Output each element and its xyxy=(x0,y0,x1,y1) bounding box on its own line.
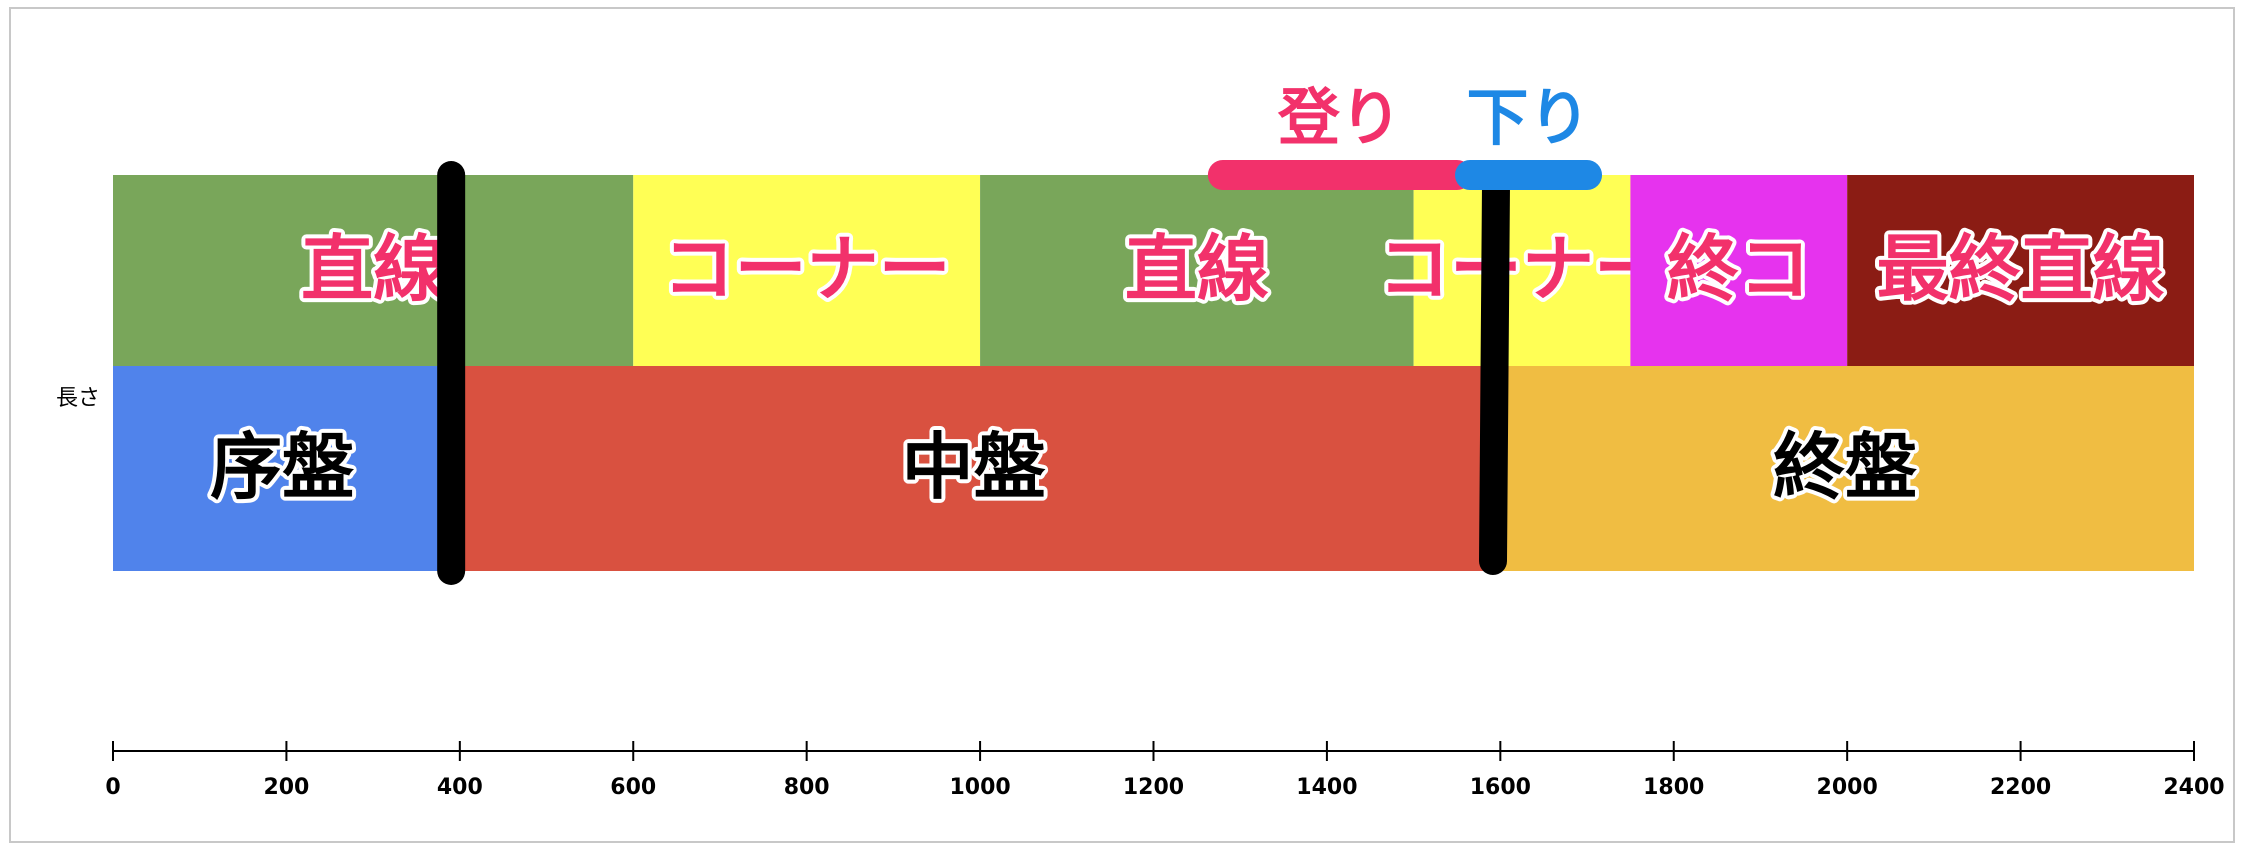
segment-label: 序盤 xyxy=(210,425,354,509)
x-tick-label: 1800 xyxy=(1643,775,1704,800)
segment xyxy=(451,366,1496,571)
x-tick-label: 2000 xyxy=(1817,775,1878,800)
segment xyxy=(1413,175,1631,366)
x-tick-label: 1000 xyxy=(949,775,1010,800)
segment xyxy=(1630,175,1848,366)
segment xyxy=(1495,366,2194,571)
x-tick-label: 1200 xyxy=(1123,775,1184,800)
segment-label: コーナー xyxy=(1378,227,1666,311)
segment-label: コーナー xyxy=(663,227,951,311)
segment-label: 最終直線 xyxy=(1877,227,2165,311)
segment-label: 終コ xyxy=(1667,227,1811,311)
segment-label: 直線 xyxy=(1125,227,1269,311)
segment-label: 直線 xyxy=(301,227,445,311)
annotation-label: 登り xyxy=(1277,81,1402,154)
segment xyxy=(980,175,1414,366)
annotation-label: 下り xyxy=(1467,81,1591,154)
divider-line xyxy=(1478,171,1510,575)
x-tick-label: 800 xyxy=(784,775,830,800)
x-tick-label: 2400 xyxy=(2163,775,2224,800)
x-tick-label: 0 xyxy=(105,775,120,800)
segment xyxy=(1847,175,2194,366)
x-tick-label: 1600 xyxy=(1470,775,1531,800)
segment xyxy=(113,366,452,571)
segment-label: 中盤 xyxy=(902,425,1046,509)
segment xyxy=(113,175,634,366)
x-tick-label: 2200 xyxy=(1990,775,2051,800)
row-label: 長さ xyxy=(56,386,100,411)
x-tick-label: 1400 xyxy=(1296,775,1357,800)
x-tick-label: 200 xyxy=(263,775,309,800)
segment-label: 終盤 xyxy=(1773,425,1917,509)
x-tick-label: 400 xyxy=(437,775,483,800)
segment xyxy=(633,175,981,366)
x-tick-label: 600 xyxy=(610,775,656,800)
